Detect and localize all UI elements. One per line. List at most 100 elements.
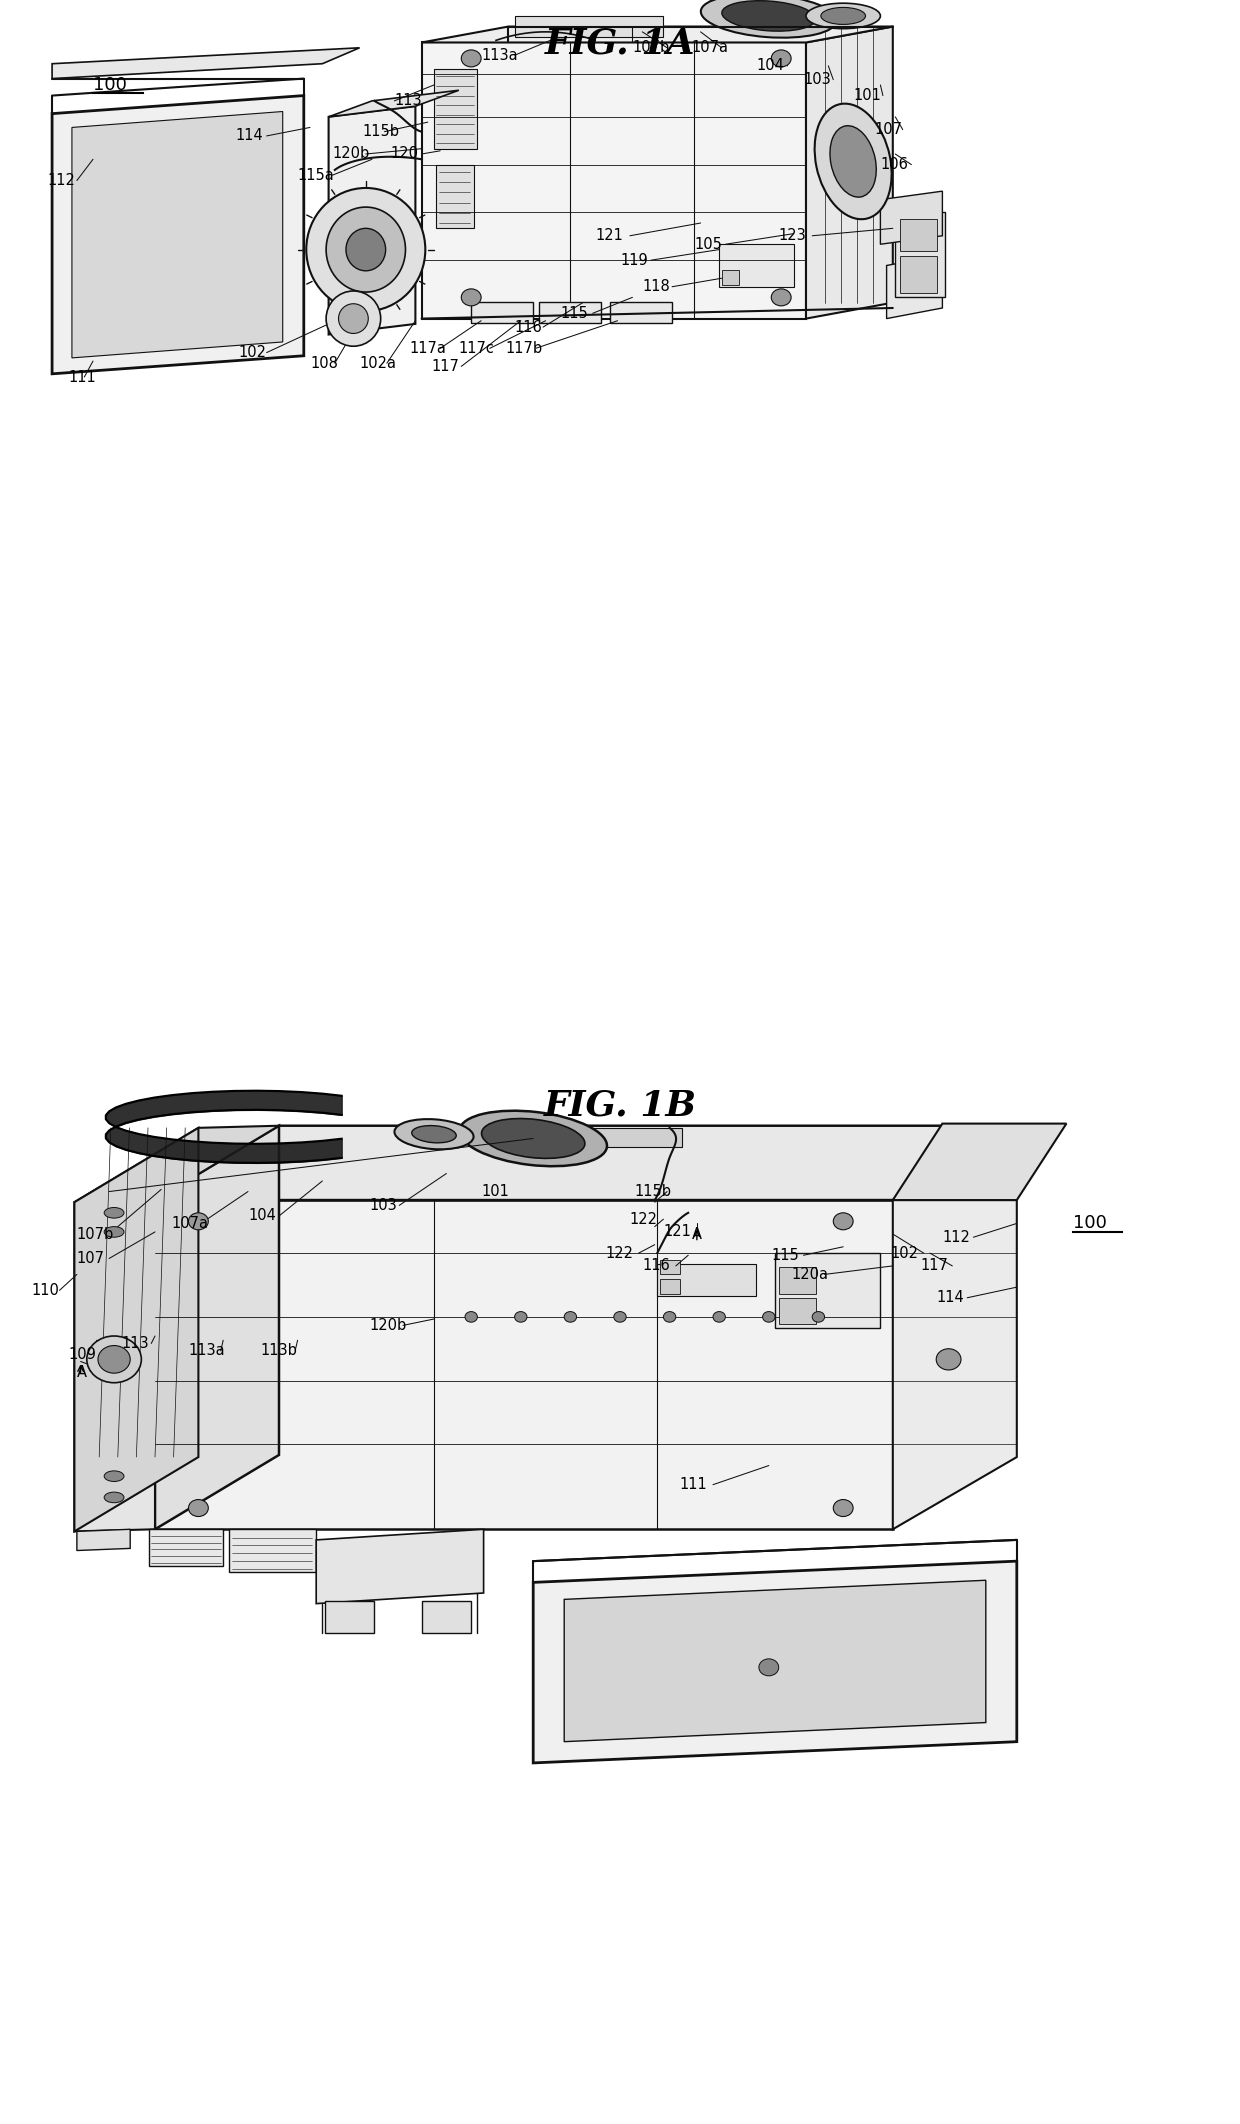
Ellipse shape xyxy=(459,1111,608,1166)
Polygon shape xyxy=(52,49,360,79)
Bar xyxy=(515,15,663,38)
Ellipse shape xyxy=(394,1119,474,1149)
Text: 115a: 115a xyxy=(298,168,335,183)
Text: 104: 104 xyxy=(756,57,784,74)
Ellipse shape xyxy=(763,1313,775,1321)
Ellipse shape xyxy=(104,1228,124,1236)
Ellipse shape xyxy=(821,8,866,25)
Text: 115b: 115b xyxy=(362,123,399,140)
Bar xyxy=(229,1529,316,1572)
Bar xyxy=(539,302,601,323)
Text: 111: 111 xyxy=(68,370,95,384)
Ellipse shape xyxy=(188,1500,208,1517)
Text: A: A xyxy=(77,1364,87,1381)
Polygon shape xyxy=(74,1200,155,1531)
Polygon shape xyxy=(422,42,806,319)
Bar xyxy=(900,219,937,251)
Polygon shape xyxy=(893,1200,1017,1529)
Text: 100: 100 xyxy=(1073,1215,1106,1232)
Text: FIG. 1A: FIG. 1A xyxy=(544,28,696,62)
Ellipse shape xyxy=(87,1336,141,1383)
Ellipse shape xyxy=(564,1313,577,1321)
Ellipse shape xyxy=(771,289,791,306)
Ellipse shape xyxy=(104,1493,124,1504)
Bar xyxy=(422,1601,471,1633)
Text: 115b: 115b xyxy=(635,1183,672,1200)
Text: 120: 120 xyxy=(391,147,419,161)
Polygon shape xyxy=(77,1529,130,1551)
Ellipse shape xyxy=(515,1313,527,1321)
Text: 117b: 117b xyxy=(506,340,543,357)
Bar xyxy=(660,1260,680,1274)
Polygon shape xyxy=(155,1126,1017,1200)
Ellipse shape xyxy=(465,1313,477,1321)
Polygon shape xyxy=(329,106,415,333)
Text: 115: 115 xyxy=(771,1247,799,1264)
Text: 120b: 120b xyxy=(332,147,370,161)
Text: 121: 121 xyxy=(663,1223,691,1240)
Text: 116: 116 xyxy=(642,1257,670,1274)
Ellipse shape xyxy=(614,1313,626,1321)
Text: 102: 102 xyxy=(890,1245,919,1262)
Ellipse shape xyxy=(806,2,880,30)
Text: 120b: 120b xyxy=(370,1317,407,1334)
Text: 100: 100 xyxy=(93,76,126,93)
Text: 107a: 107a xyxy=(171,1215,208,1232)
Ellipse shape xyxy=(104,1472,124,1483)
Text: 106: 106 xyxy=(880,157,908,172)
Text: FIG. 1B: FIG. 1B xyxy=(543,1087,697,1124)
Text: 104: 104 xyxy=(248,1209,275,1223)
Text: 102a: 102a xyxy=(360,355,397,372)
Polygon shape xyxy=(880,191,942,244)
Polygon shape xyxy=(155,1126,279,1529)
Text: 114: 114 xyxy=(936,1289,963,1306)
Ellipse shape xyxy=(339,304,368,333)
Ellipse shape xyxy=(98,1347,130,1374)
Text: 117a: 117a xyxy=(409,340,446,357)
Bar xyxy=(436,166,474,229)
Bar xyxy=(719,244,794,287)
Text: 105: 105 xyxy=(694,236,722,253)
Text: 113b: 113b xyxy=(260,1342,298,1359)
Ellipse shape xyxy=(713,1313,725,1321)
Polygon shape xyxy=(74,1126,279,1202)
Text: 117c: 117c xyxy=(459,340,495,357)
Ellipse shape xyxy=(663,1313,676,1321)
Text: 107: 107 xyxy=(874,121,903,138)
Ellipse shape xyxy=(759,1659,779,1676)
Text: 107b: 107b xyxy=(632,40,670,55)
Text: 121: 121 xyxy=(595,227,622,244)
Polygon shape xyxy=(74,1128,198,1531)
Text: 107a: 107a xyxy=(692,40,729,55)
Text: 122: 122 xyxy=(605,1245,634,1262)
Text: 113a: 113a xyxy=(481,47,518,64)
Polygon shape xyxy=(329,89,459,117)
Bar xyxy=(900,257,937,293)
Text: 103: 103 xyxy=(370,1198,397,1213)
Bar xyxy=(775,1253,880,1328)
Bar xyxy=(471,302,533,323)
Polygon shape xyxy=(893,1124,1066,1200)
Text: A: A xyxy=(692,1226,702,1243)
Ellipse shape xyxy=(833,1213,853,1230)
Ellipse shape xyxy=(188,1213,208,1230)
Ellipse shape xyxy=(722,0,816,32)
Ellipse shape xyxy=(346,229,386,272)
Text: 103: 103 xyxy=(804,72,831,87)
Text: 113: 113 xyxy=(122,1336,149,1351)
Ellipse shape xyxy=(701,0,837,38)
Text: 118: 118 xyxy=(642,278,670,295)
Text: 114: 114 xyxy=(236,127,263,144)
Text: 115: 115 xyxy=(560,306,588,321)
Polygon shape xyxy=(316,1529,484,1604)
Ellipse shape xyxy=(461,289,481,306)
Text: 122: 122 xyxy=(630,1211,658,1228)
Ellipse shape xyxy=(833,1500,853,1517)
Text: 116: 116 xyxy=(515,319,542,336)
Polygon shape xyxy=(52,96,304,374)
Ellipse shape xyxy=(815,104,892,219)
Text: 120a: 120a xyxy=(791,1266,828,1283)
Text: 117: 117 xyxy=(920,1257,947,1274)
Bar xyxy=(779,1266,816,1294)
Text: 101: 101 xyxy=(853,87,880,104)
